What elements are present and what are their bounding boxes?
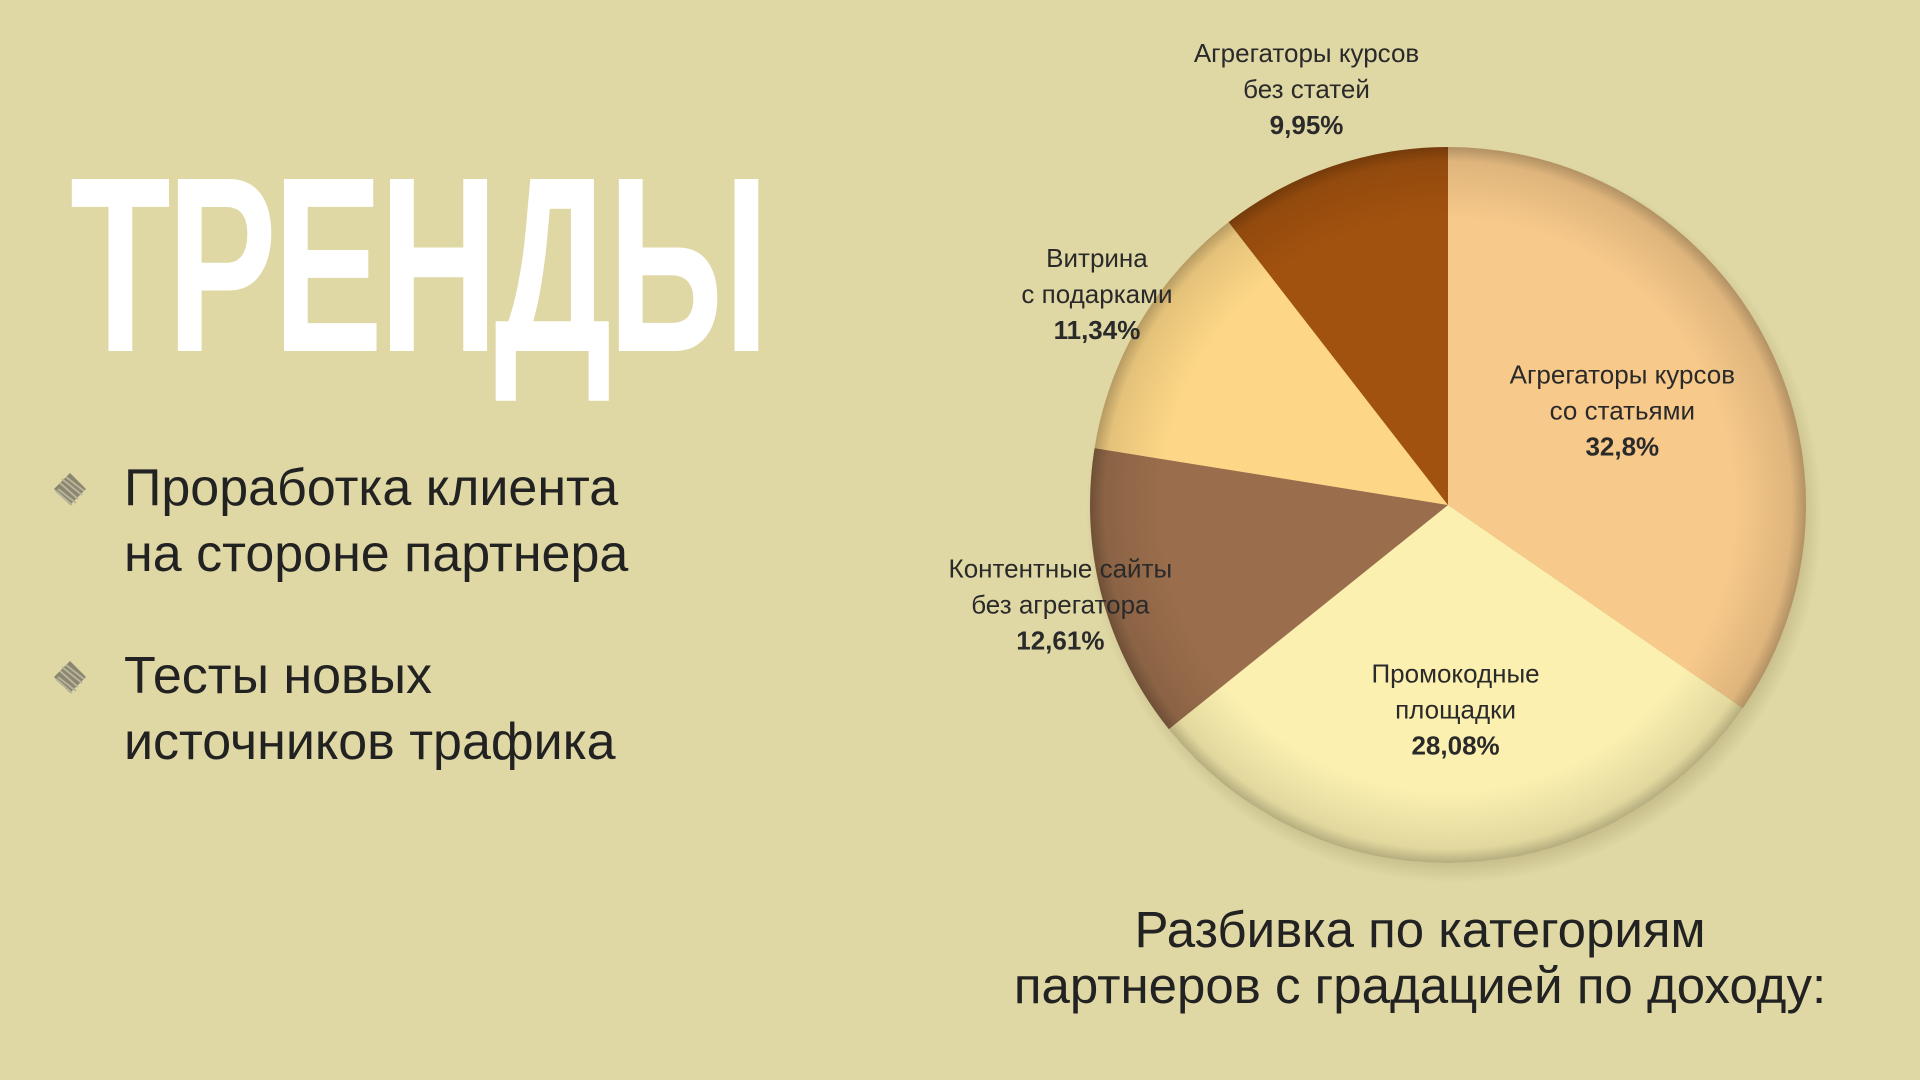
pie-value-label: 12,61%: [1016, 626, 1104, 656]
bullet-item: Тесты новых источников трафика: [50, 643, 750, 775]
pie-value-label: 28,08%: [1411, 731, 1499, 761]
scribble-diamond-icon: [54, 661, 86, 694]
pie-value-label: 32,8%: [1585, 431, 1659, 461]
pie-slice-label: Контентные сайты без агрегатора 12,61%: [949, 554, 1173, 656]
caption-line-1: Разбивка по категориям: [1134, 901, 1706, 958]
pie-labels: Агрегаторы курсов со статьями 32,8% Промоко…: [949, 38, 1735, 761]
pie-slices: [1086, 147, 1822, 883]
bullet-text: Проработка клиента на стороне партнера: [124, 459, 629, 583]
pie-value-label: 11,34%: [1054, 315, 1141, 345]
pie-value-label: 9,95%: [1270, 110, 1344, 140]
pie-slice-label: Витрина с подарками 11,34%: [1021, 243, 1172, 345]
pie-slice-label: Агрегаторы курсов без статей 9,95%: [1194, 38, 1419, 140]
pie-slice-label: Агрегаторы курсов со статьями 32,8%: [1510, 359, 1735, 461]
bullet-list: Проработка клиента на стороне партнера Т…: [50, 455, 750, 831]
page-title: ТРЕНДЫ: [70, 125, 769, 404]
scribble-diamond-icon: [54, 473, 86, 506]
pie-rim-shade: [1090, 147, 1806, 863]
bullet-item: Проработка клиента на стороне партнера: [50, 455, 750, 587]
caption-line-2: партнеров с градацией по доходу:: [1013, 957, 1827, 1014]
chart-caption: Разбивка по категориям партнеров с града…: [960, 902, 1880, 1014]
pie-slice-label: Промокодные площадки 28,08%: [1371, 659, 1539, 761]
bullet-text: Тесты новых источников трафика: [124, 647, 616, 771]
